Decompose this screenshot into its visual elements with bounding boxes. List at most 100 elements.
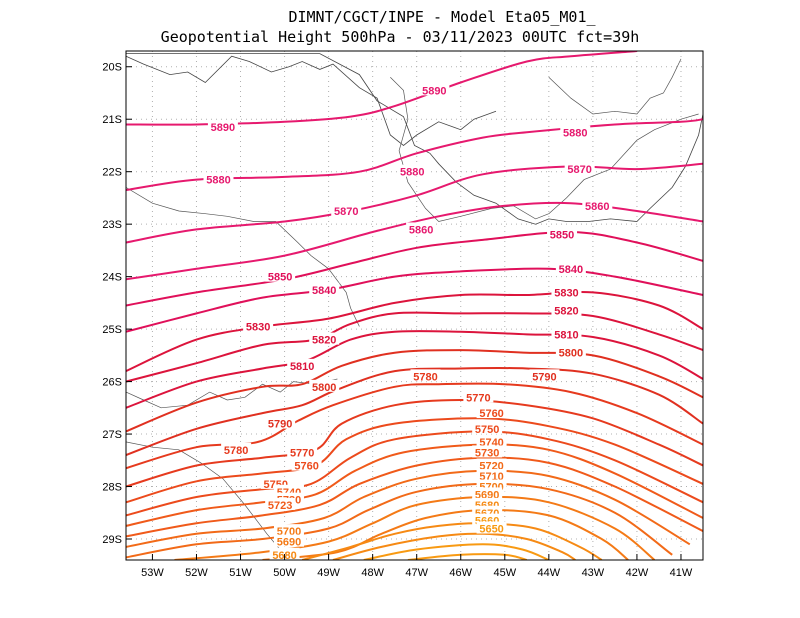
- contour-label: 5830: [246, 321, 270, 333]
- contour-label: 5880: [400, 167, 424, 179]
- contour-label-bg: [551, 327, 582, 340]
- state-boundary: [548, 113, 699, 214]
- contour-label-bg: [397, 164, 428, 177]
- contour-label: 5780: [224, 445, 248, 457]
- y-tick-label: 24S: [102, 272, 122, 284]
- contour-5730: [126, 456, 703, 538]
- gridlines: [126, 51, 703, 560]
- contour-5680: [301, 522, 603, 560]
- contour-label-bg: [555, 345, 586, 358]
- y-axis: 20S 21S 22S 23S 24S 25S 26S 27S 28S 29S: [102, 62, 132, 546]
- sea-coast: [125, 51, 704, 225]
- contour-5740: [126, 443, 703, 527]
- x-tick-label: 43W: [582, 567, 605, 579]
- contour-label-bg: [555, 261, 586, 274]
- contour-label: 5780: [413, 371, 437, 383]
- contour-label-bg: [207, 120, 238, 133]
- contour-label: 5760: [479, 408, 503, 420]
- contour-label-bg: [560, 125, 591, 138]
- contour-label-bg: [547, 227, 578, 240]
- contour-label: 5723: [268, 500, 292, 512]
- plot-frame: [125, 50, 704, 561]
- contour-label-bg: [564, 162, 595, 175]
- contour-5720: [126, 469, 691, 548]
- y-tick-label: 22S: [102, 167, 122, 179]
- x-tick-label: 46W: [449, 567, 472, 579]
- contour-label-bg: [476, 458, 507, 471]
- contour-label-bg: [309, 379, 340, 392]
- contour-label-bg: [476, 521, 507, 534]
- y-tick-label: 27S: [102, 429, 122, 441]
- contour-label: 5760: [294, 461, 318, 473]
- contour-5880: [126, 118, 703, 192]
- contour-label-bg: [529, 369, 560, 382]
- contour-label: 5650: [479, 524, 503, 536]
- contour-5820: [126, 311, 703, 383]
- contour-label: 5870: [334, 206, 358, 218]
- contour-5650: [407, 553, 528, 560]
- contour-label-bg: [221, 442, 252, 455]
- y-tick-label: 26S: [102, 377, 122, 389]
- contour-5840: [126, 267, 703, 333]
- contour-label: 5850: [550, 230, 574, 242]
- x-tick-label: 48W: [361, 567, 384, 579]
- contour-label-bg: [287, 358, 318, 371]
- contour-label: 5800: [559, 348, 583, 360]
- state-boundary: [125, 187, 360, 327]
- contour-5750: [126, 430, 703, 517]
- contour-label-bg: [243, 319, 274, 332]
- contour-label-bg: [265, 416, 296, 429]
- contour-5660: [363, 543, 550, 560]
- contour-label: 5690: [277, 537, 301, 549]
- contour-label-bg: [463, 390, 494, 403]
- contour-5760: [126, 417, 703, 504]
- contour-5710: [126, 482, 673, 559]
- contour-label-bg: [331, 204, 362, 217]
- x-tick-label: 45W: [493, 567, 516, 579]
- x-tick-label: 47W: [405, 567, 428, 579]
- contour-label-bg: [265, 269, 296, 282]
- contour-label: 5810: [290, 361, 314, 373]
- contour-label: 5790: [532, 371, 556, 383]
- state-boundary: [548, 58, 682, 115]
- contour-label-bg: [476, 469, 507, 482]
- contour-label-bg: [309, 332, 340, 345]
- state-boundary: [125, 378, 338, 409]
- contour-label: 5820: [554, 306, 578, 318]
- contour-5850: [126, 230, 703, 307]
- y-tick-label: 29S: [102, 534, 122, 546]
- contour-label-bg: [309, 282, 340, 295]
- contour-label: 5830: [554, 287, 578, 299]
- contour-5800: [126, 349, 703, 433]
- x-tick-label: 50W: [273, 567, 296, 579]
- contour-label: 5890: [211, 122, 235, 134]
- contour-label-bg: [273, 534, 304, 547]
- contour-label: 5730: [475, 447, 499, 459]
- x-tick-label: 49W: [317, 567, 340, 579]
- contour-label: 5750: [475, 424, 499, 436]
- contour-label: 5770: [290, 447, 314, 459]
- x-tick-label: 51W: [229, 567, 252, 579]
- chart-title-line1: DIMNT/CGCT/INPE - Model Eta05_M01_: [288, 8, 596, 26]
- x-tick-label: 52W: [185, 567, 208, 579]
- contour-label-bg: [419, 83, 450, 96]
- contour-label-bg: [551, 285, 582, 298]
- x-tick-label: 42W: [626, 567, 649, 579]
- contour-label-bg: [203, 172, 234, 185]
- contour-label: 5860: [409, 224, 433, 236]
- contour-label-bg: [265, 497, 296, 510]
- x-axis: 53W 52W 51W 50W 49W 48W 47W 46W 45W 44W 43W 42W 41W: [141, 554, 693, 579]
- contour-label-bg: [287, 445, 318, 458]
- contour-label: 5770: [466, 392, 490, 404]
- x-tick-label: 44W: [538, 567, 561, 579]
- contour-5870: [126, 162, 703, 244]
- contour-label-bg: [273, 524, 304, 537]
- y-tick-label: 23S: [102, 219, 122, 231]
- y-tick-label: 28S: [102, 482, 122, 494]
- y-tick-label: 21S: [102, 114, 122, 126]
- contour-label-bg: [582, 198, 613, 211]
- y-tick-label: 20S: [102, 62, 122, 74]
- contour-label-bg: [406, 222, 437, 235]
- contour-label-bg: [472, 421, 503, 434]
